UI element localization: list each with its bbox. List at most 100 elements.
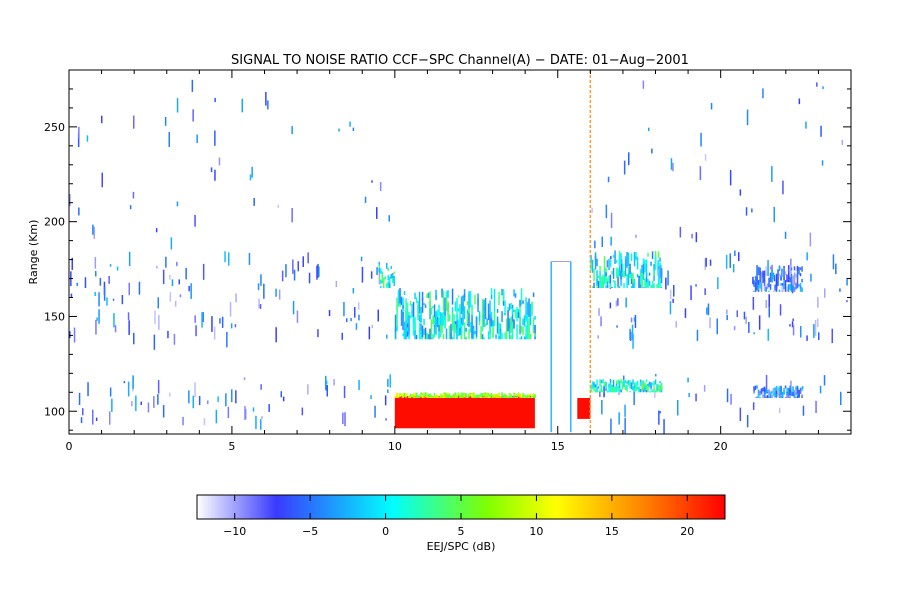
echo-cell [801,287,803,292]
echo-cell [608,387,610,392]
echo-cell [769,266,772,270]
echo-cell [380,268,382,274]
noise-echo [194,382,196,398]
noise-echo [821,160,824,166]
echo-cell [636,273,639,278]
echo-cell [626,274,628,286]
noise-echo [147,402,150,413]
echo-cell [653,381,655,387]
echo-cell [796,277,799,289]
echo-cell [532,323,535,331]
echo-cell [429,328,431,340]
noise-echo [364,196,367,203]
noise-echo [798,98,801,105]
echo-cell [609,379,612,383]
echo-cell [522,393,524,396]
echo-cell [447,394,449,398]
echo-cell [793,286,796,292]
noise-echo [162,405,165,418]
echo-cell [654,379,657,385]
echo-cell [442,334,445,340]
noise-echo [789,324,791,327]
echo-cell [633,278,636,288]
echo-cell [657,269,660,286]
noise-echo [791,321,794,328]
echo-cell [522,395,524,398]
echo-cell [766,395,769,398]
noise-echo [376,267,378,275]
noise-echo [746,415,749,428]
echo-cell [528,298,530,318]
noise-echo [840,391,842,406]
noise-echo [198,396,201,406]
echo-cell [591,286,594,288]
echo-cell [487,395,490,398]
echo-cell [798,389,800,398]
echo-cell [765,287,767,292]
noise-echo [318,266,320,277]
echo-cell [501,396,503,398]
echo-cell [596,386,598,393]
echo-cell [514,309,517,319]
noise-echo [106,297,108,306]
plot-frame [68,69,852,435]
echo-cell [380,285,382,289]
noise-echo [243,377,246,380]
echo-cell [481,396,484,398]
noise-echo [108,275,110,284]
echo-cell [648,272,651,276]
colorbar-tick-label: 5 [458,525,465,538]
noise-echo [729,253,731,268]
echo-cell [630,286,633,288]
echo-cell [638,278,640,289]
echo-region [394,396,535,429]
echo-cell [648,384,651,388]
echo-cell [651,382,654,386]
echo-cell [594,384,597,387]
noise-echo [598,308,600,316]
echo-cell [423,396,425,398]
echo-cell [644,278,646,288]
noise-echo [69,194,71,207]
colorbar-tick-label: 15 [605,525,619,538]
echo-cell [775,385,778,391]
noise-echo [610,418,612,435]
noise-echo [610,256,612,260]
noise-echo [195,325,197,337]
echo-cell [378,264,380,269]
echo-cell [635,256,637,261]
noise-echo [605,204,608,219]
noise-echo [211,316,213,332]
noise-echo [343,385,346,399]
echo-cell [472,334,475,340]
echo-cell [510,335,512,340]
echo-cell [784,279,787,292]
noise-echo [316,265,318,280]
echo-cell [513,396,515,398]
echo-cell [529,304,532,326]
echo-cell [614,280,616,288]
echo-cell [480,392,482,397]
noise-echo [675,321,677,328]
echo-cell [520,325,523,333]
noise-echo [260,419,262,430]
echo-cell [457,319,460,337]
echo-cell [766,389,769,393]
echo-cell [657,259,660,267]
noise-echo [251,166,253,178]
echo-cell [465,336,467,340]
echo-cell [626,385,628,390]
noise-echo [188,390,190,404]
echo-cell [626,381,628,384]
echo-cell [605,383,607,390]
colorbar-tick-label: 10 [529,525,543,538]
echo-cell [492,327,494,339]
echo-cell [534,325,536,340]
echo-cell [660,268,663,284]
echo-cell [514,396,517,398]
echo-cell [490,394,493,397]
echo-cell [498,392,500,396]
echo-cell [489,326,491,340]
noise-echo [338,128,340,132]
